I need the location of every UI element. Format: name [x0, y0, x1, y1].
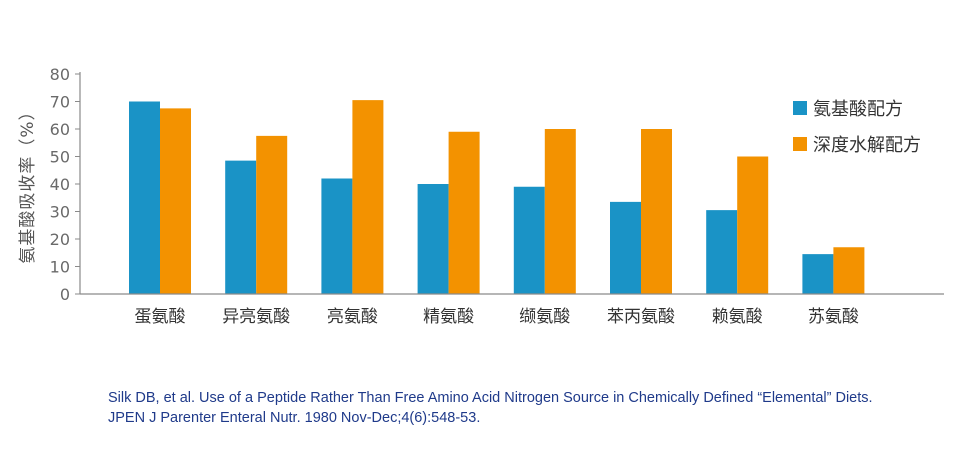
y-tick-label: 0: [60, 285, 70, 304]
x-category-label: 赖氨酸: [712, 307, 763, 327]
bar-amino-6: [706, 210, 738, 294]
bar-chart: 氨基酸吸收率（%） 0 10 20 30 40 50 60 70 80 蛋氨酸 异亮氨酸 亮氨酸 精氨…: [18, 65, 944, 327]
legend-label-amino: 氨基酸配方: [813, 99, 903, 120]
citation-line-1: Silk DB, et al. Use of a Peptide Rather …: [108, 390, 873, 406]
citation: Silk DB, et al. Use of a Peptide Rather …: [108, 388, 928, 428]
y-tick-label: 70: [50, 93, 70, 112]
y-axis-title: 氨基酸吸收率（%）: [18, 102, 38, 263]
bar-hydrolyzed-0: [160, 108, 191, 294]
legend-swatch-amino: [793, 101, 807, 115]
legend-swatch-hydrolyzed: [793, 137, 807, 151]
legend: 氨基酸配方 深度水解配方: [793, 99, 921, 156]
bar-amino-4: [513, 186, 545, 294]
bar-amino-3: [417, 184, 449, 294]
x-category-label: 异亮氨酸: [222, 307, 290, 327]
y-tick-label: 60: [50, 120, 70, 139]
citation-line-2: JPEN J Parenter Enteral Nutr. 1980 Nov-D…: [108, 410, 481, 426]
bar-hydrolyzed-1: [256, 135, 288, 294]
bar-amino-5: [610, 201, 641, 294]
y-tick-label: 40: [50, 175, 70, 194]
bar-hydrolyzed-7: [833, 247, 865, 294]
y-tick-label: 10: [50, 258, 70, 277]
bar-amino-1: [225, 160, 257, 294]
legend-label-hydrolyzed: 深度水解配方: [813, 135, 921, 156]
y-tick-label: 50: [50, 148, 70, 167]
bar-hydrolyzed-6: [737, 156, 769, 294]
bar-hydrolyzed-2: [352, 100, 384, 294]
y-tick-label: 80: [50, 65, 70, 84]
x-category-label: 苯丙氨酸: [607, 307, 675, 327]
bar-hydrolyzed-3: [448, 131, 480, 294]
x-category-label: 精氨酸: [423, 307, 474, 327]
y-tick-label: 30: [50, 203, 70, 222]
bar-amino-7: [802, 254, 834, 294]
bar-hydrolyzed-5: [641, 129, 672, 294]
x-category-label: 蛋氨酸: [135, 307, 186, 327]
y-tick-label: 20: [50, 230, 70, 249]
x-category-label: 亮氨酸: [327, 307, 378, 327]
x-category-label: 缬氨酸: [519, 307, 570, 327]
bar-amino-0: [129, 101, 160, 294]
x-category-label: 苏氨酸: [808, 307, 859, 327]
bar-hydrolyzed-4: [544, 129, 576, 294]
bar-amino-2: [321, 178, 353, 294]
